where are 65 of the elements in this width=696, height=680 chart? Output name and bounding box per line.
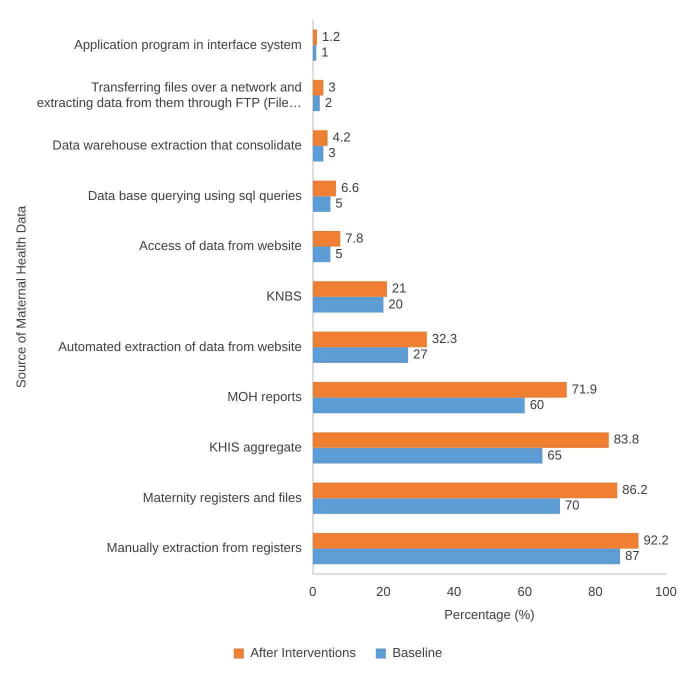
x-tick-label: 60	[517, 584, 532, 600]
data-label: 7.8	[345, 230, 364, 246]
bar	[312, 146, 324, 162]
legend-label: Baseline	[392, 645, 442, 660]
data-label: 87	[625, 548, 640, 564]
y-tick-label: Transferring files over a network and extracting data from them through FTP (File…	[36, 79, 302, 110]
data-label: 1	[321, 44, 329, 60]
data-label: 71.9	[572, 381, 598, 396]
data-label: 27	[413, 346, 428, 362]
data-label: 92.2	[643, 532, 669, 548]
data-label: 70	[565, 498, 580, 513]
bar	[312, 347, 408, 363]
x-tick-label: 100	[655, 584, 677, 600]
y-tick-label: Access of data from website	[139, 238, 302, 254]
bar	[312, 80, 324, 96]
bar	[312, 332, 427, 348]
data-label: 65	[547, 447, 562, 462]
data-label: 60	[530, 396, 544, 412]
bar	[312, 281, 387, 297]
bar	[312, 432, 609, 448]
x-tick-label: 0	[309, 584, 316, 600]
data-label: 3	[328, 79, 336, 94]
data-label: 83.8	[614, 432, 640, 447]
y-tick-label: Application program in interface system	[74, 36, 302, 52]
data-label: 3	[328, 145, 336, 160]
data-label: 5	[335, 196, 343, 211]
x-tick-label: 80	[588, 584, 603, 600]
x-tick-label: 20	[376, 584, 391, 600]
bar	[312, 45, 316, 61]
bar	[312, 382, 567, 398]
data-label: 20	[388, 296, 403, 312]
bar	[312, 130, 328, 146]
data-label: 2	[324, 94, 332, 110]
bar	[312, 482, 618, 498]
bar	[312, 180, 336, 196]
data-label: 21	[392, 280, 406, 296]
x-axis-title: Percentage (%)	[444, 606, 535, 622]
y-tick-label: MOH reports	[227, 389, 302, 404]
bar	[312, 498, 560, 514]
legend-label: After Interventions	[250, 645, 356, 660]
y-tick-label: Data base querying using sql queries	[88, 188, 302, 203]
y-axis-title: Source of Maternal Health Data	[13, 205, 28, 388]
bar	[312, 533, 638, 549]
bar	[312, 296, 384, 313]
data-label: 86.2	[622, 482, 648, 498]
bar	[312, 196, 330, 212]
bar	[312, 30, 317, 46]
y-tick-label: Data warehouse extraction that consolidate	[52, 137, 302, 152]
y-tick-label: Manually extraction from registers	[106, 540, 302, 556]
y-tick-label: Maternity registers and files	[142, 490, 302, 505]
bar	[312, 548, 620, 564]
data-label: 1.2	[322, 28, 340, 44]
data-label: 5	[335, 246, 343, 261]
bar	[312, 448, 542, 464]
x-tick-label: 40	[446, 584, 462, 600]
bar	[312, 230, 340, 247]
y-tick-label: Automated extraction of data from website	[58, 338, 302, 354]
data-label: 6.6	[341, 180, 360, 195]
y-tick-label: KHIS aggregate	[209, 440, 302, 455]
data-label: 4.2	[332, 130, 351, 145]
bar	[312, 96, 320, 112]
bar	[312, 246, 330, 262]
y-tick-label: KNBS	[266, 288, 302, 304]
data-label: 32.3	[432, 331, 458, 346]
bar	[312, 398, 525, 414]
